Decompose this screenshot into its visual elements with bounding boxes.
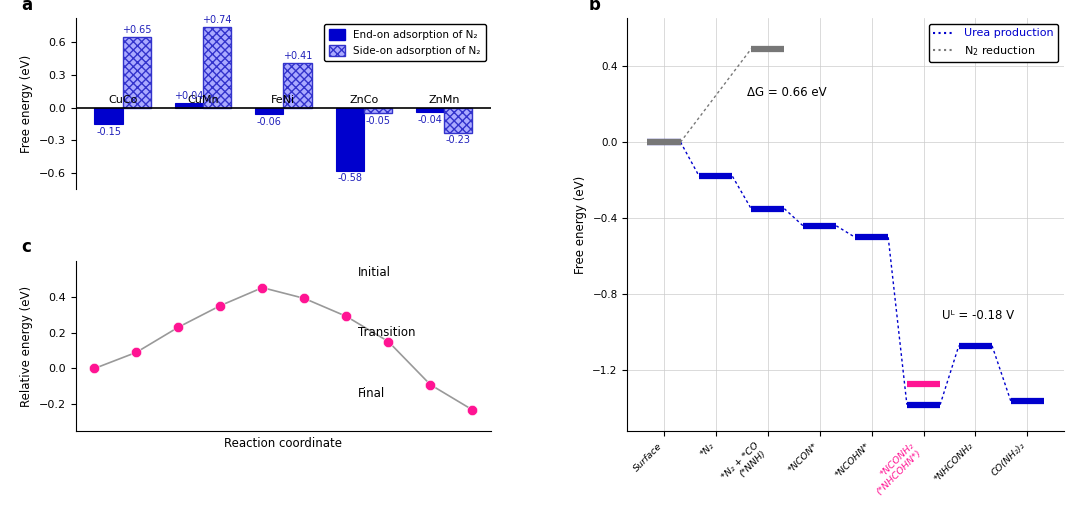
Bar xyxy=(283,63,311,107)
Point xyxy=(380,337,397,346)
Y-axis label: Relative energy (eV): Relative energy (eV) xyxy=(21,286,33,407)
Text: FeNi: FeNi xyxy=(271,95,296,105)
Bar xyxy=(255,107,283,114)
Bar xyxy=(364,107,392,113)
Text: Final: Final xyxy=(359,387,386,400)
Text: ΔG = 0.66 eV: ΔG = 0.66 eV xyxy=(747,86,826,99)
Legend: Urea production, N$_2$ reduction: Urea production, N$_2$ reduction xyxy=(929,24,1058,62)
Text: Uᴸ = -0.18 V: Uᴸ = -0.18 V xyxy=(942,309,1014,322)
Point xyxy=(338,312,355,320)
Text: -0.15: -0.15 xyxy=(96,127,121,137)
Text: -0.58: -0.58 xyxy=(337,173,362,183)
Legend: End-on adsorption of N₂, Side-on adsorption of N₂: End-on adsorption of N₂, Side-on adsorpt… xyxy=(324,24,486,61)
Text: CuMn: CuMn xyxy=(187,95,219,105)
Bar xyxy=(203,27,231,107)
Text: -0.06: -0.06 xyxy=(257,117,282,127)
Text: +0.41: +0.41 xyxy=(283,51,312,61)
Text: -0.23: -0.23 xyxy=(446,135,471,145)
X-axis label: Reaction coordinate: Reaction coordinate xyxy=(225,437,342,450)
Text: +0.04: +0.04 xyxy=(174,91,204,101)
Point xyxy=(212,301,229,310)
Point xyxy=(85,364,103,372)
Point xyxy=(296,294,313,302)
Text: Initial: Initial xyxy=(359,266,391,279)
Text: c: c xyxy=(22,238,31,256)
Text: +0.65: +0.65 xyxy=(122,25,151,35)
Text: b: b xyxy=(589,0,600,14)
Bar xyxy=(94,107,123,124)
Bar xyxy=(123,37,151,107)
Y-axis label: Free energy (eV): Free energy (eV) xyxy=(573,176,586,274)
Bar xyxy=(336,107,364,170)
Text: -0.04: -0.04 xyxy=(418,115,443,125)
Point xyxy=(254,284,271,292)
Point xyxy=(127,348,145,357)
Text: ZnMn: ZnMn xyxy=(429,95,460,105)
Point xyxy=(463,406,481,414)
Bar xyxy=(175,103,203,107)
Bar xyxy=(444,107,472,133)
Text: +0.74: +0.74 xyxy=(202,15,232,25)
Text: a: a xyxy=(22,0,32,14)
Text: ZnCo: ZnCo xyxy=(349,95,378,105)
Point xyxy=(170,323,187,331)
Point xyxy=(421,380,438,389)
Text: CuCo: CuCo xyxy=(108,95,137,105)
Bar xyxy=(416,107,444,112)
Text: -0.05: -0.05 xyxy=(365,116,390,126)
Text: Transition: Transition xyxy=(359,326,416,339)
Y-axis label: Free energy (eV): Free energy (eV) xyxy=(21,55,33,153)
